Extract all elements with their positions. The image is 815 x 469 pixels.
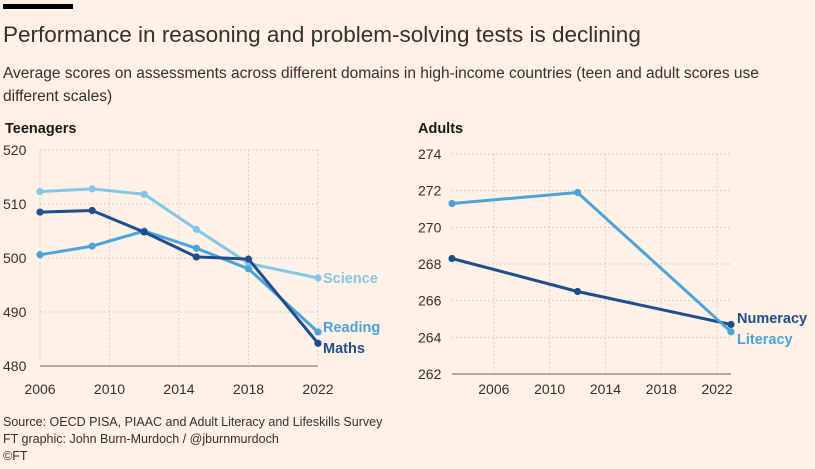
y-tick-label: 500 <box>3 250 27 266</box>
y-tick-label: 272 <box>418 183 442 199</box>
data-point-numeracy <box>573 287 582 296</box>
series-line-science <box>38 187 320 280</box>
copyright: ©FT <box>3 449 28 463</box>
series-line-reading <box>38 229 320 334</box>
source-note: Source: OECD PISA, PIAAC and Adult Liter… <box>3 415 383 429</box>
data-point-science <box>88 185 96 193</box>
y-tick-label: 520 <box>3 142 27 158</box>
series-label-reading: Reading <box>323 320 380 336</box>
data-point-reading <box>314 328 322 336</box>
y-tick-label: 264 <box>418 329 442 345</box>
data-point-reading <box>36 251 44 259</box>
data-point-science <box>140 190 148 198</box>
data-point-reading <box>88 242 96 250</box>
y-tick-label: 480 <box>3 358 27 374</box>
y-tick-label: 268 <box>418 256 442 272</box>
x-tick-label: 2006 <box>478 381 509 397</box>
data-point-science <box>192 225 200 233</box>
data-point-literacy <box>448 199 456 208</box>
y-tick-label: 490 <box>3 304 27 320</box>
data-point-numeracy <box>727 320 735 329</box>
data-point-science <box>36 187 44 196</box>
chart-title: Performance in reasoning and problem-sol… <box>3 22 641 47</box>
panel-title-adult: Adults <box>418 121 463 137</box>
panel-teen: Teenagers 480 490 500 510 520 2006 2010 2014 2018… <box>3 121 380 397</box>
footer: Source: OECD PISA, PIAAC and Adult Liter… <box>3 414 382 465</box>
data-point-maths <box>36 208 44 216</box>
panel-adult: Adults 262 264 266 268 270 272 274 2006 2010 2014 2… <box>418 121 807 397</box>
y-tick-label: 510 <box>3 196 27 212</box>
series-label-maths: Maths <box>323 341 365 357</box>
chart-subtitle: Average scores on assessments across dif… <box>3 65 759 105</box>
x-tick-label: 2022 <box>701 381 732 397</box>
data-point-literacy <box>727 328 735 336</box>
series-label-numeracy: Numeracy <box>737 311 807 327</box>
data-point-science <box>314 274 322 282</box>
data-point-reading <box>192 244 200 252</box>
data-point-numeracy <box>448 254 456 263</box>
y-tick-label: 266 <box>418 293 442 309</box>
x-tick-label: 2022 <box>302 381 333 397</box>
charts-area: Teenagers 480 490 500 510 520 2006 2010 2014 2018… <box>3 121 807 397</box>
x-tick-label: 2014 <box>163 381 194 397</box>
x-tick-label: 2010 <box>534 381 565 397</box>
x-tick-label: 2014 <box>590 381 621 397</box>
series-label-science: Science <box>323 271 378 287</box>
data-point-maths <box>140 228 148 236</box>
series-line-maths <box>38 209 320 345</box>
data-point-literacy <box>573 188 582 197</box>
data-point-reading <box>244 265 253 273</box>
graphic-credit: FT graphic: John Burn-Murdoch / @jburnmu… <box>3 432 279 446</box>
x-tick-label: 2018 <box>646 381 677 397</box>
data-point-maths <box>88 206 96 215</box>
data-point-maths <box>244 255 253 263</box>
data-point-maths <box>192 253 200 261</box>
panel-title-teen: Teenagers <box>5 121 76 137</box>
x-tick-label: 2010 <box>94 381 125 397</box>
y-tick-label: 274 <box>418 146 442 162</box>
data-point-maths <box>314 339 322 347</box>
y-tick-label: 270 <box>418 219 442 235</box>
series-label-literacy: Literacy <box>737 332 793 348</box>
x-tick-label: 2018 <box>233 381 264 397</box>
y-tick-label: 262 <box>418 366 442 382</box>
x-tick-label: 2006 <box>24 381 55 397</box>
ft-top-bar <box>3 4 73 9</box>
